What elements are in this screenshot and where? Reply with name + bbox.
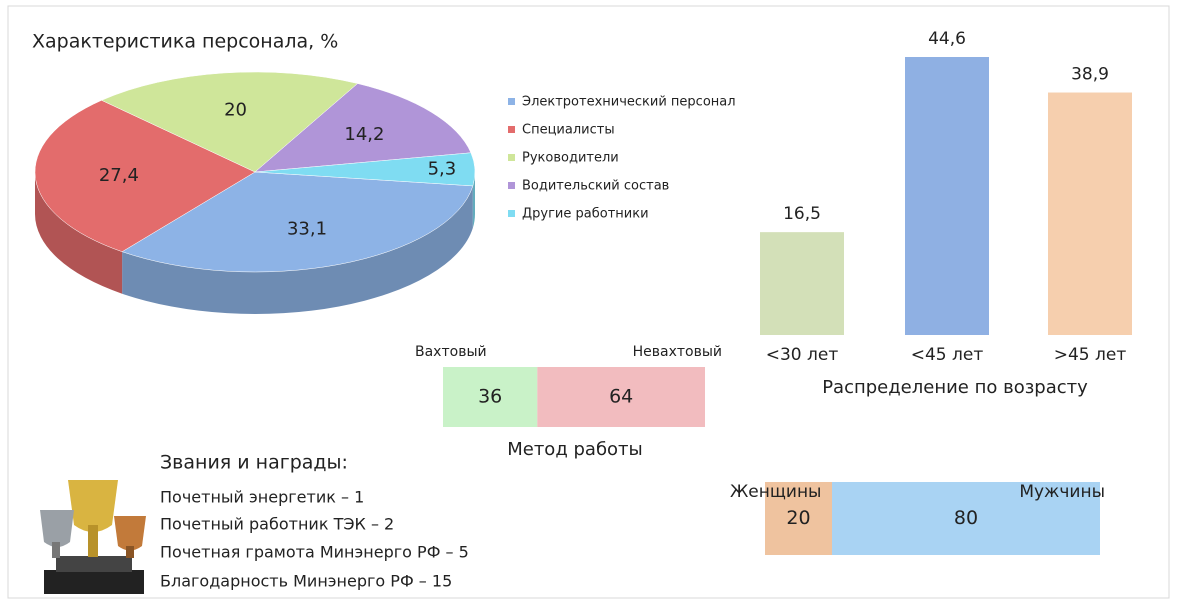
legend-swatch (508, 182, 515, 189)
award-item: Почетная грамота Минэнерго РФ – 5 (160, 543, 469, 562)
bar (1048, 93, 1132, 335)
segment-label: 36 (478, 386, 502, 408)
legend-label: Вахтовый (415, 344, 487, 360)
segment-label: 20 (786, 507, 810, 529)
bar (905, 57, 989, 335)
legend-label: Специалисты (522, 123, 615, 138)
legend-label: Мужчины (1019, 482, 1105, 502)
x-tick-label: >45 лет (1054, 345, 1127, 365)
legend-swatch (508, 154, 515, 161)
bar-value-label: 38,9 (1071, 65, 1109, 85)
x-tick-label: <45 лет (911, 345, 984, 365)
award-item: Почетный работник ТЭК – 2 (160, 515, 394, 534)
legend-label: Другие работники (522, 207, 649, 222)
legend-label: Водительский состав (522, 179, 669, 194)
awards-title: Звания и награды: (160, 452, 348, 474)
segment-label: 80 (954, 507, 978, 529)
slice-label: 20 (224, 100, 247, 121)
bar-value-label: 16,5 (783, 204, 821, 224)
legend-swatch (508, 98, 515, 105)
bar-value-label: 44,6 (928, 29, 966, 49)
legend-swatch (508, 126, 515, 133)
segment-label: 64 (609, 386, 633, 408)
legend-label: Женщины (730, 482, 821, 502)
slice-label: 27,4 (99, 165, 139, 186)
award-item: Почетный энергетик – 1 (160, 488, 364, 507)
legend-label: Руководители (522, 151, 619, 166)
chart-title: Метод работы (507, 439, 643, 460)
legend-swatch (508, 210, 515, 217)
x-tick-label: <30 лет (766, 345, 839, 365)
slice-label: 5,3 (428, 159, 457, 180)
pie-title: Характеристика персонала, % (32, 31, 338, 53)
page: Характеристика персонала, % Звания и наг… (0, 0, 1177, 608)
legend-label: Электротехнический персонал (522, 95, 736, 110)
award-item: Благодарность Минэнерго РФ – 15 (160, 572, 452, 591)
legend-label: Невахтовый (633, 344, 722, 360)
slice-label: 33,1 (287, 218, 327, 239)
bar (760, 232, 844, 335)
chart-title: Распределение по возрасту (822, 377, 1088, 398)
infographic: Характеристика персонала, % Звания и наг… (0, 0, 1177, 604)
slice-label: 14,2 (344, 124, 384, 145)
